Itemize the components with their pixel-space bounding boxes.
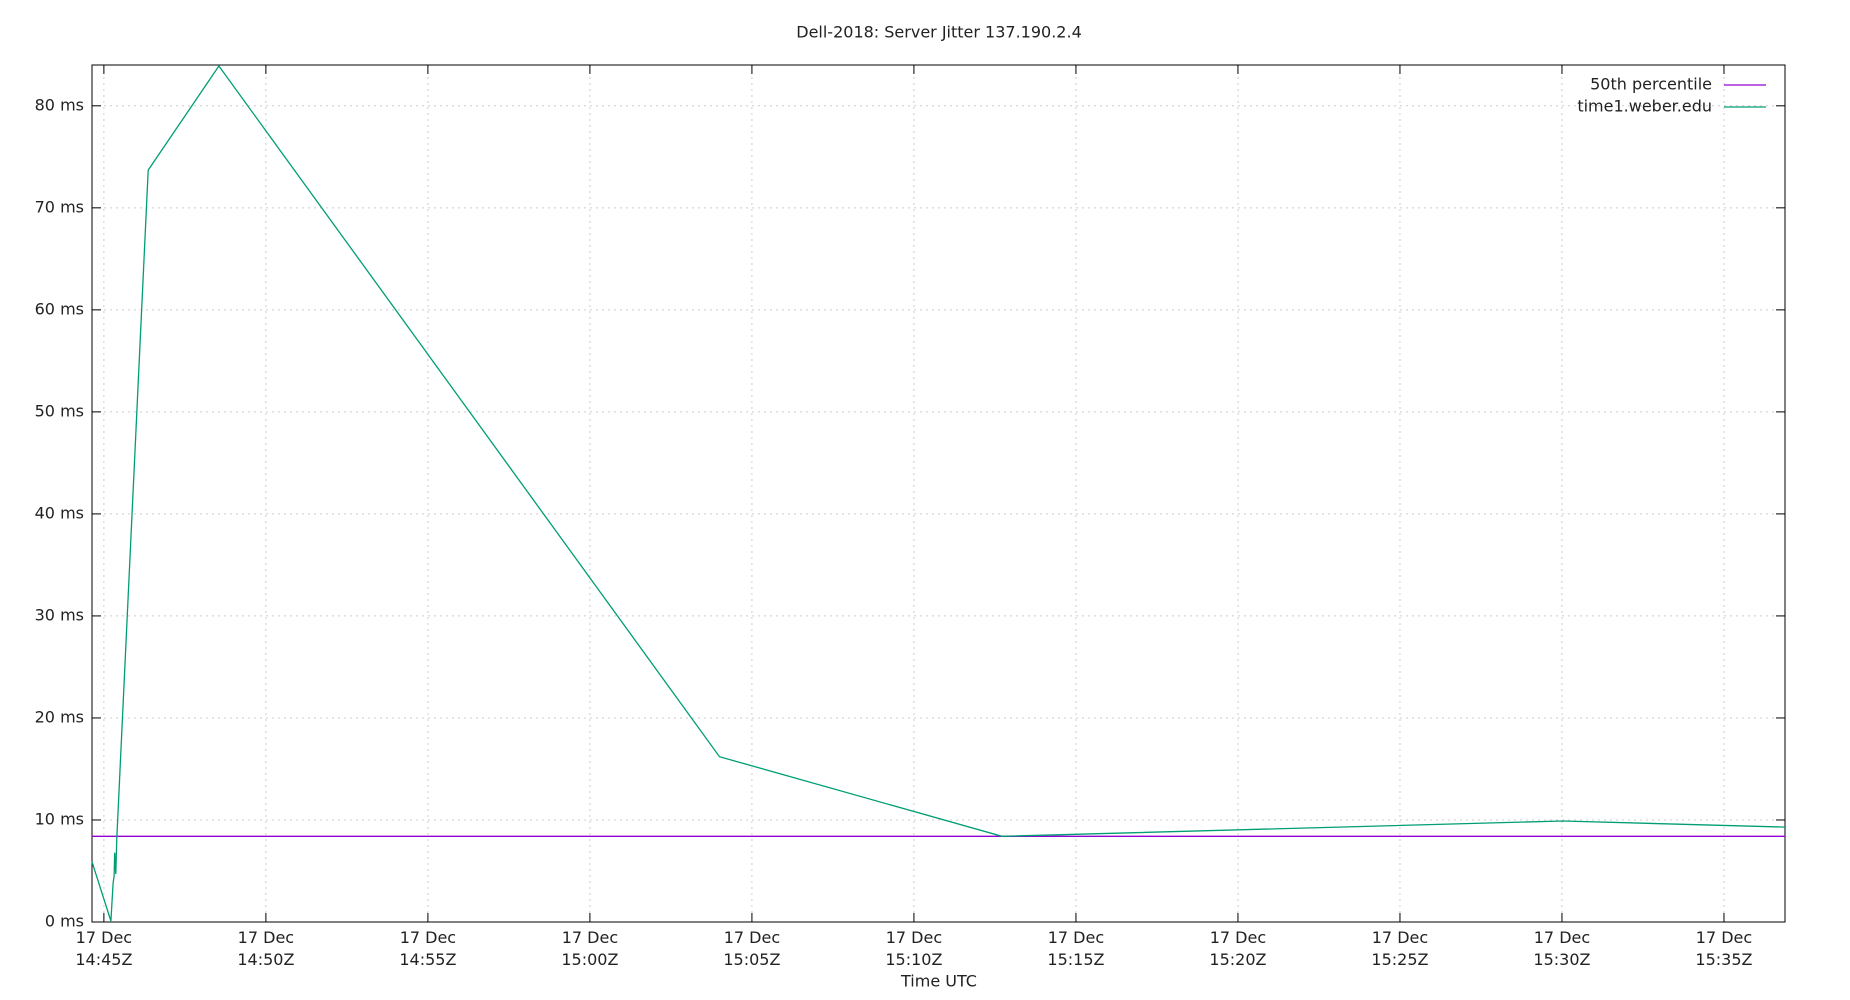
x-tick-label: 17 Dec 15:35Z bbox=[1695, 928, 1753, 969]
x-axis-label: Time UTC bbox=[900, 972, 977, 991]
x-tick-label: 17 Dec 14:50Z bbox=[237, 928, 295, 969]
chart-title: Dell-2018: Server Jitter 137.190.2.4 bbox=[796, 23, 1082, 42]
y-tick-label: 10 ms bbox=[35, 809, 84, 828]
y-tick-label: 80 ms bbox=[35, 95, 84, 114]
y-tick-label: 50 ms bbox=[35, 401, 84, 420]
y-tick-label: 60 ms bbox=[35, 299, 84, 318]
y-tick-label: 30 ms bbox=[35, 605, 84, 624]
y-tick-label: 40 ms bbox=[35, 503, 84, 522]
x-tick-label: 17 Dec 15:25Z bbox=[1371, 928, 1429, 969]
plot-frame bbox=[91, 64, 1786, 923]
x-tick-label: 17 Dec 15:00Z bbox=[561, 928, 619, 969]
y-tick-label: 70 ms bbox=[35, 197, 84, 216]
x-tick-label: 17 Dec 15:30Z bbox=[1533, 928, 1591, 969]
x-tick-label: 17 Dec 14:45Z bbox=[75, 928, 133, 969]
x-tick-label: 17 Dec 15:15Z bbox=[1047, 928, 1105, 969]
x-tick-label: 17 Dec 15:20Z bbox=[1209, 928, 1267, 969]
x-tick-label: 17 Dec 15:10Z bbox=[885, 928, 943, 969]
legend-label: 50th percentile bbox=[1590, 75, 1712, 94]
y-tick-label: 20 ms bbox=[35, 707, 84, 726]
legend-label: time1.weber.edu bbox=[1577, 97, 1712, 116]
series-line bbox=[91, 64, 1786, 922]
x-tick-label: 17 Dec 15:05Z bbox=[723, 928, 781, 969]
x-tick-label: 17 Dec 14:55Z bbox=[399, 928, 457, 969]
y-tick-label: 0 ms bbox=[45, 912, 84, 931]
